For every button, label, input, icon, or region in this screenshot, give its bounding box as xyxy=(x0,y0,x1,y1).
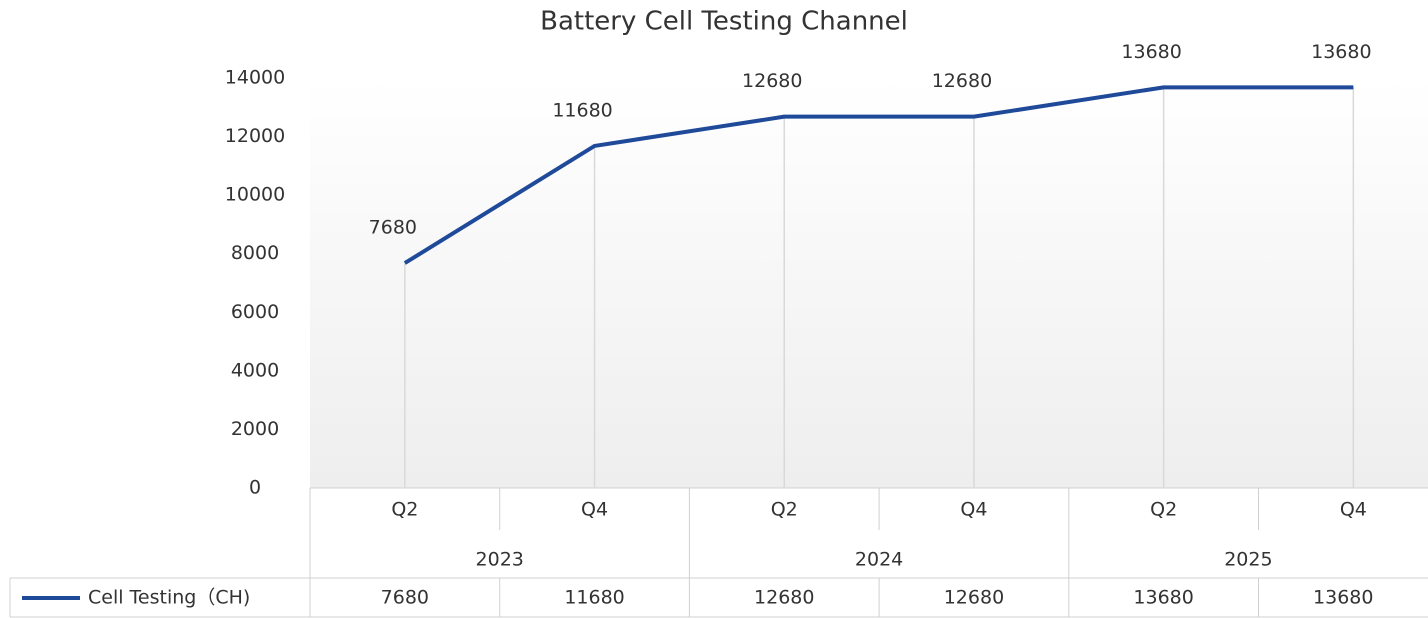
x-tick-label: Q2 xyxy=(1150,499,1177,521)
y-tick-label: 2000 xyxy=(231,418,279,440)
x-tick-label: Q2 xyxy=(391,499,418,521)
table-value: 13680 xyxy=(1133,587,1193,609)
table-value: 11680 xyxy=(564,587,624,609)
table-value: 13680 xyxy=(1313,587,1373,609)
data-label: 11680 xyxy=(552,99,612,121)
table-value: 7680 xyxy=(381,587,429,609)
group-label: 2025 xyxy=(1224,549,1272,571)
y-tick-label: 10000 xyxy=(225,184,285,206)
plot-background xyxy=(310,78,1428,488)
data-label: 13680 xyxy=(1311,41,1371,63)
legend-label: Cell Testing（CH) xyxy=(88,587,250,609)
chart-title: Battery Cell Testing Channel xyxy=(540,7,908,37)
x-tick-label: Q4 xyxy=(1340,499,1367,521)
y-tick-label: 0 xyxy=(249,477,261,499)
x-tick-label: Q2 xyxy=(771,499,798,521)
y-tick-label: 6000 xyxy=(231,301,279,323)
y-tick-label: 14000 xyxy=(225,67,285,89)
data-label: 13680 xyxy=(1121,41,1181,63)
y-tick-label: 4000 xyxy=(231,359,279,381)
data-label: 12680 xyxy=(742,70,802,92)
data-label: 12680 xyxy=(932,70,992,92)
group-label: 2023 xyxy=(476,549,524,571)
x-tick-label: Q4 xyxy=(581,499,608,521)
table-value: 12680 xyxy=(754,587,814,609)
data-label: 7680 xyxy=(369,217,417,239)
x-tick-label: Q4 xyxy=(960,499,987,521)
series-line xyxy=(403,85,1354,265)
group-label: 2024 xyxy=(855,549,903,571)
y-tick-label: 8000 xyxy=(231,242,279,264)
y-tick-label: 12000 xyxy=(225,125,285,147)
table-value: 12680 xyxy=(944,587,1004,609)
